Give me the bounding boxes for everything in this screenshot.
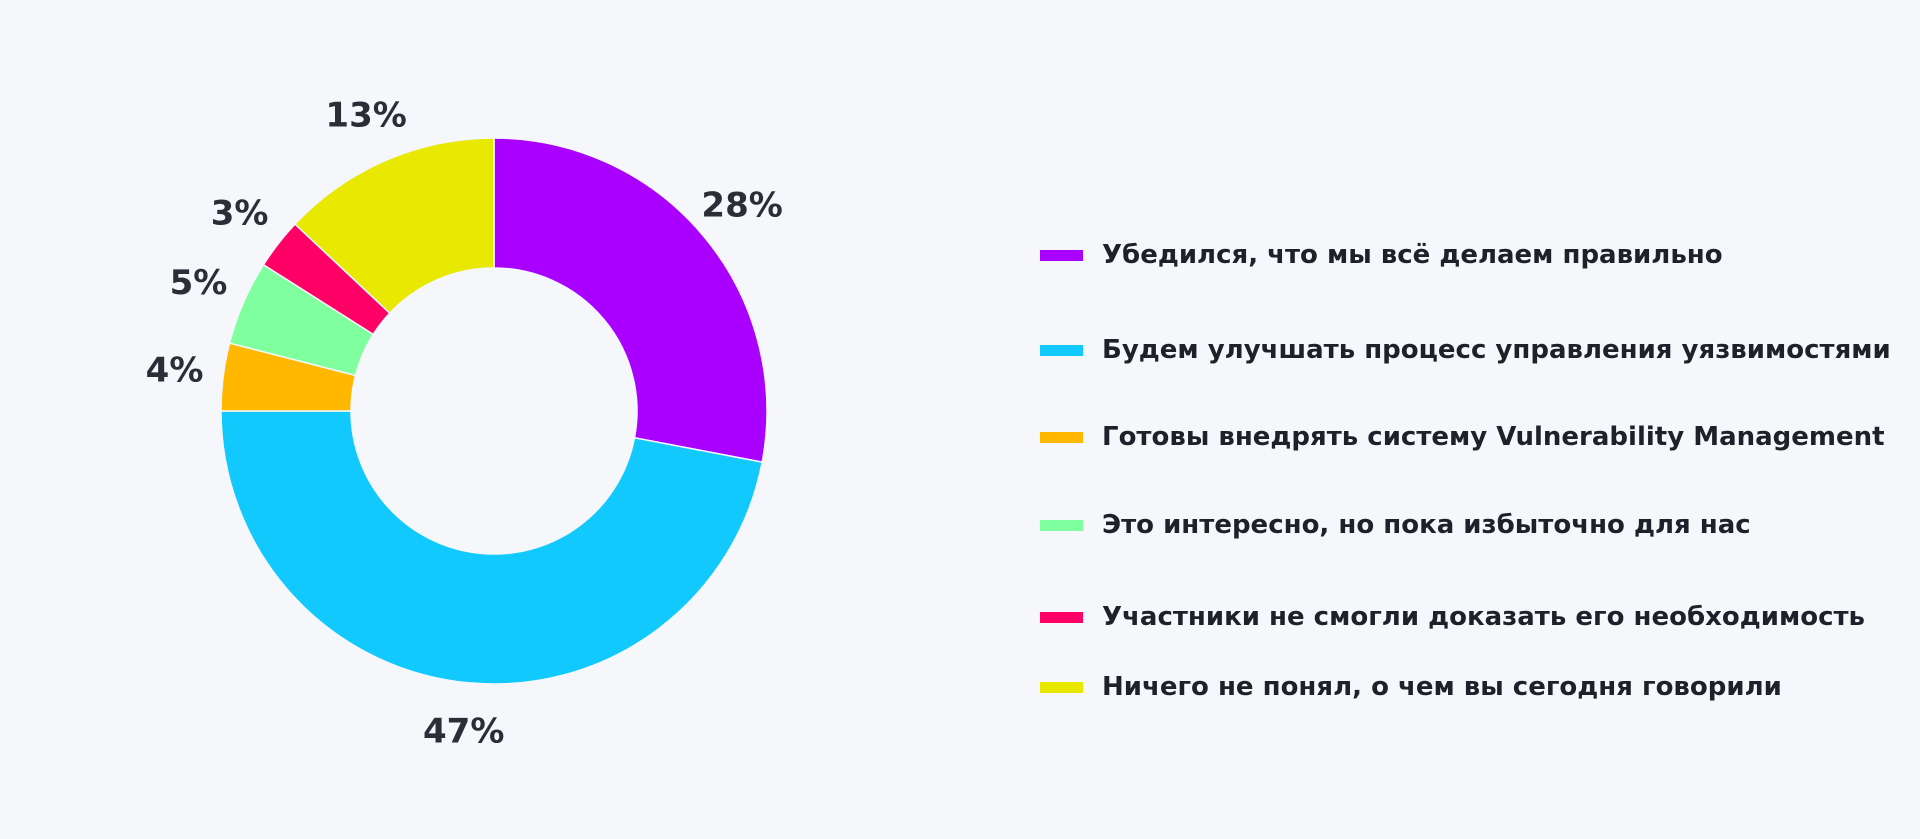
slice-value-label: 47%	[423, 712, 504, 752]
legend-label: Ничего не понял, о чем вы сегодня говори…	[1102, 672, 1782, 702]
slice-value-label: 13%	[325, 95, 406, 135]
legend-swatch	[1040, 519, 1083, 531]
slice-value-label: 5%	[170, 263, 228, 303]
slice-value-label: 28%	[701, 186, 782, 226]
legend-label: Готовы внедрять систему Vulnerability Ma…	[1102, 422, 1885, 452]
legend-item: Участники не смогли доказать его необход…	[1040, 597, 1865, 637]
legend-swatch	[1040, 681, 1083, 693]
legend-label: Будем улучшать процесс управления уязвим…	[1102, 335, 1891, 365]
donut-slice	[493, 137, 768, 464]
legend-swatch	[1040, 431, 1083, 443]
legend-item: Готовы внедрять систему Vulnerability Ma…	[1040, 417, 1885, 457]
slice-value-label: 4%	[146, 351, 204, 391]
legend-item: Это интересно, но пока избыточно для нас	[1040, 505, 1751, 545]
legend-label: Убедился, что мы всё делаем правильно	[1102, 240, 1723, 270]
legend-swatch	[1040, 611, 1083, 623]
legend: Убедился, что мы всё делаем правильно Бу…	[1040, 0, 1920, 839]
donut-plot: 28% 47% 4% 5% 3% 13%	[146, 95, 783, 752]
legend-item: Ничего не понял, о чем вы сегодня говори…	[1040, 667, 1782, 707]
donut-slice	[220, 410, 764, 685]
legend-swatch	[1040, 344, 1083, 356]
donut-slice	[293, 137, 495, 315]
legend-label: Это интересно, но пока избыточно для нас	[1102, 510, 1751, 540]
legend-label: Участники не смогли доказать его необход…	[1102, 602, 1865, 632]
slice-value-label: 3%	[211, 194, 269, 234]
legend-item: Будем улучшать процесс управления уязвим…	[1040, 330, 1891, 370]
legend-item: Убедился, что мы всё делаем правильно	[1040, 235, 1723, 275]
legend-swatch	[1040, 249, 1083, 261]
